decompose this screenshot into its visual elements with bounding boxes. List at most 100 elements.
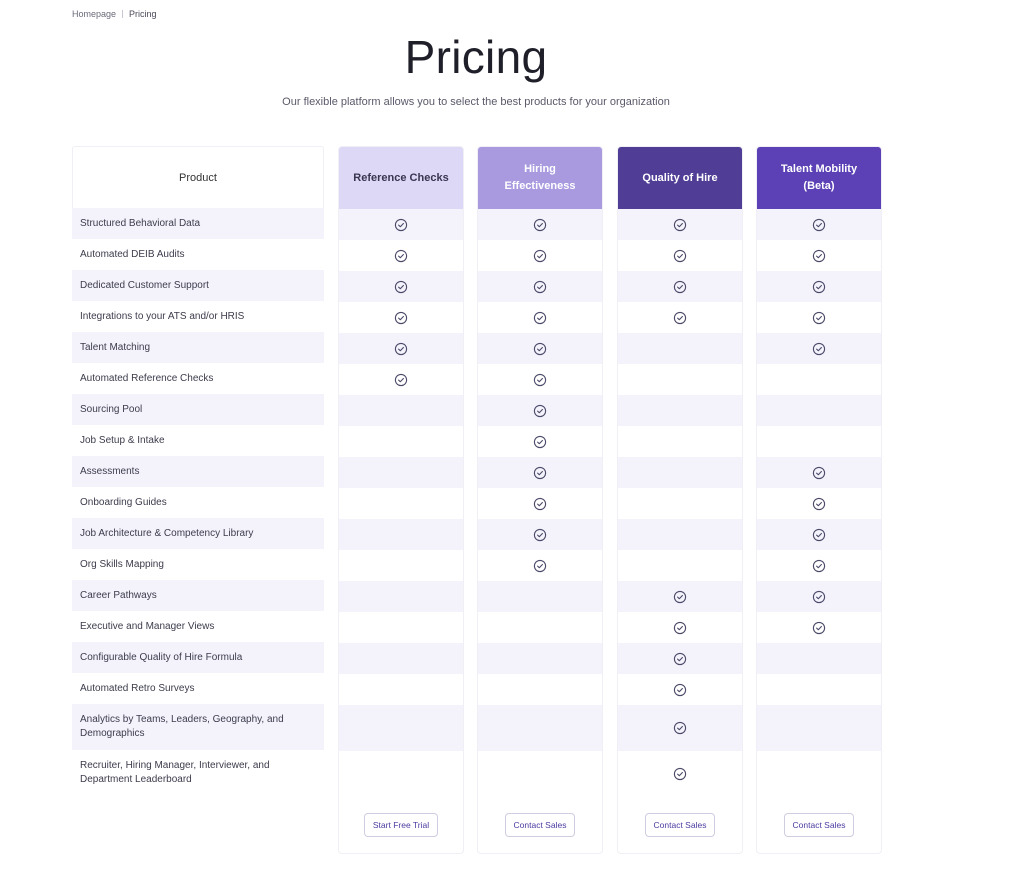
plan-column-quality-of-hire: Quality of Hire Contact Sales — [617, 146, 743, 854]
feature-label: Integrations to your ATS and/or HRIS — [80, 310, 245, 322]
check-circle-icon — [533, 404, 547, 417]
check-circle-icon — [394, 342, 408, 355]
feature-cell — [478, 209, 602, 240]
feature-cell — [339, 519, 463, 550]
feature-cell — [757, 612, 881, 643]
feature-cell — [478, 643, 602, 674]
plan-header-reference-checks: Reference Checks — [339, 147, 463, 209]
check-circle-icon — [533, 528, 547, 541]
feature-cell — [339, 209, 463, 240]
breadcrumb-home-link[interactable]: Homepage — [72, 9, 117, 19]
plan-header-quality-of-hire: Quality of Hire — [618, 147, 742, 209]
feature-label: Onboarding Guides — [80, 496, 167, 508]
feature-cell — [478, 488, 602, 519]
check-circle-icon — [673, 311, 687, 324]
feature-label: Automated DEIB Audits — [80, 248, 185, 260]
feature-cell — [478, 674, 602, 705]
start-free-trial-button[interactable]: Start Free Trial — [363, 813, 439, 837]
check-circle-icon — [533, 280, 547, 293]
feature-cell — [478, 426, 602, 457]
feature-cell — [618, 240, 742, 271]
check-circle-icon — [394, 249, 408, 262]
feature-cell — [478, 519, 602, 550]
page-title: Pricing — [404, 31, 548, 83]
feature-cell — [478, 751, 602, 797]
plan-column-reference-checks: Reference Checks Start Free Trial — [338, 146, 464, 854]
breadcrumb-separator — [122, 10, 124, 18]
feature-cell — [478, 581, 602, 612]
feature-cell — [618, 395, 742, 426]
contact-sales-button[interactable]: Contact Sales — [644, 813, 716, 837]
feature-label: Sourcing Pool — [72, 394, 324, 425]
feature-label: Automated Reference Checks — [80, 372, 214, 384]
check-circle-icon — [673, 621, 687, 634]
contact-sales-button[interactable]: Contact Sales — [783, 813, 855, 837]
check-circle-icon — [673, 721, 687, 735]
check-circle-icon — [673, 652, 687, 665]
check-circle-icon — [533, 249, 547, 262]
check-circle-icon — [812, 311, 826, 324]
feature-label: Career Pathways — [72, 580, 324, 611]
feature-cell — [757, 209, 881, 240]
check-circle-icon — [812, 497, 826, 510]
check-circle-icon — [673, 249, 687, 262]
feature-cell — [757, 302, 881, 333]
feature-cell — [618, 550, 742, 581]
feature-cell — [618, 488, 742, 519]
check-circle-icon — [533, 435, 547, 448]
feature-cell — [478, 550, 602, 581]
check-circle-icon — [533, 466, 547, 479]
check-circle-icon — [533, 311, 547, 324]
plan-column-talent-mobility: Talent Mobility (Beta) Contact Sales — [756, 146, 882, 854]
feature-cell — [757, 457, 881, 488]
feature-label: Org Skills Mapping — [80, 558, 164, 570]
feature-cell — [618, 643, 742, 674]
feature-label: Talent Matching — [72, 332, 324, 363]
feature-cell — [478, 271, 602, 302]
check-circle-icon — [812, 218, 826, 231]
feature-cell — [757, 271, 881, 302]
feature-cell — [478, 457, 602, 488]
feature-cell — [339, 488, 463, 519]
feature-cell — [757, 240, 881, 271]
feature-cell — [757, 333, 881, 364]
plan-header-talent-mobility: Talent Mobility (Beta) — [757, 147, 881, 209]
feature-cell — [478, 364, 602, 395]
feature-cell — [339, 395, 463, 426]
feature-label: Structured Behavioral Data — [72, 208, 324, 239]
feature-cell — [339, 643, 463, 674]
feature-cell — [618, 426, 742, 457]
feature-cell — [757, 364, 881, 395]
check-circle-icon — [673, 767, 687, 781]
feature-cell — [618, 674, 742, 705]
check-circle-icon — [812, 528, 826, 541]
feature-cell — [618, 705, 742, 751]
feature-cell — [478, 333, 602, 364]
cta-wrapper: Contact Sales — [478, 797, 602, 853]
feature-cell — [478, 705, 602, 751]
feature-label: Analytics by Teams, Leaders, Geography, … — [72, 704, 324, 750]
feature-cell — [478, 302, 602, 333]
check-circle-icon — [394, 373, 408, 386]
feature-cell — [618, 581, 742, 612]
contact-sales-button[interactable]: Contact Sales — [504, 813, 576, 837]
check-circle-icon — [812, 466, 826, 479]
feature-label: Recruiter, Hiring Manager, Interviewer, … — [80, 760, 270, 785]
check-circle-icon — [812, 590, 826, 603]
breadcrumb-current: Pricing — [129, 9, 157, 19]
breadcrumb: Homepage Pricing — [72, 9, 157, 19]
check-circle-icon — [812, 559, 826, 572]
feature-cell — [339, 426, 463, 457]
feature-cell — [339, 612, 463, 643]
plan-column-hiring-effectiveness: Hiring Effectiveness Contact Sales — [477, 146, 603, 854]
feature-cell — [339, 751, 463, 797]
check-circle-icon — [394, 311, 408, 324]
feature-cell — [757, 426, 881, 457]
feature-cell — [478, 395, 602, 426]
check-circle-icon — [812, 249, 826, 262]
check-circle-icon — [673, 590, 687, 603]
feature-cell — [339, 457, 463, 488]
feature-cell — [757, 488, 881, 519]
feature-cell — [757, 751, 881, 797]
feature-cell — [618, 612, 742, 643]
